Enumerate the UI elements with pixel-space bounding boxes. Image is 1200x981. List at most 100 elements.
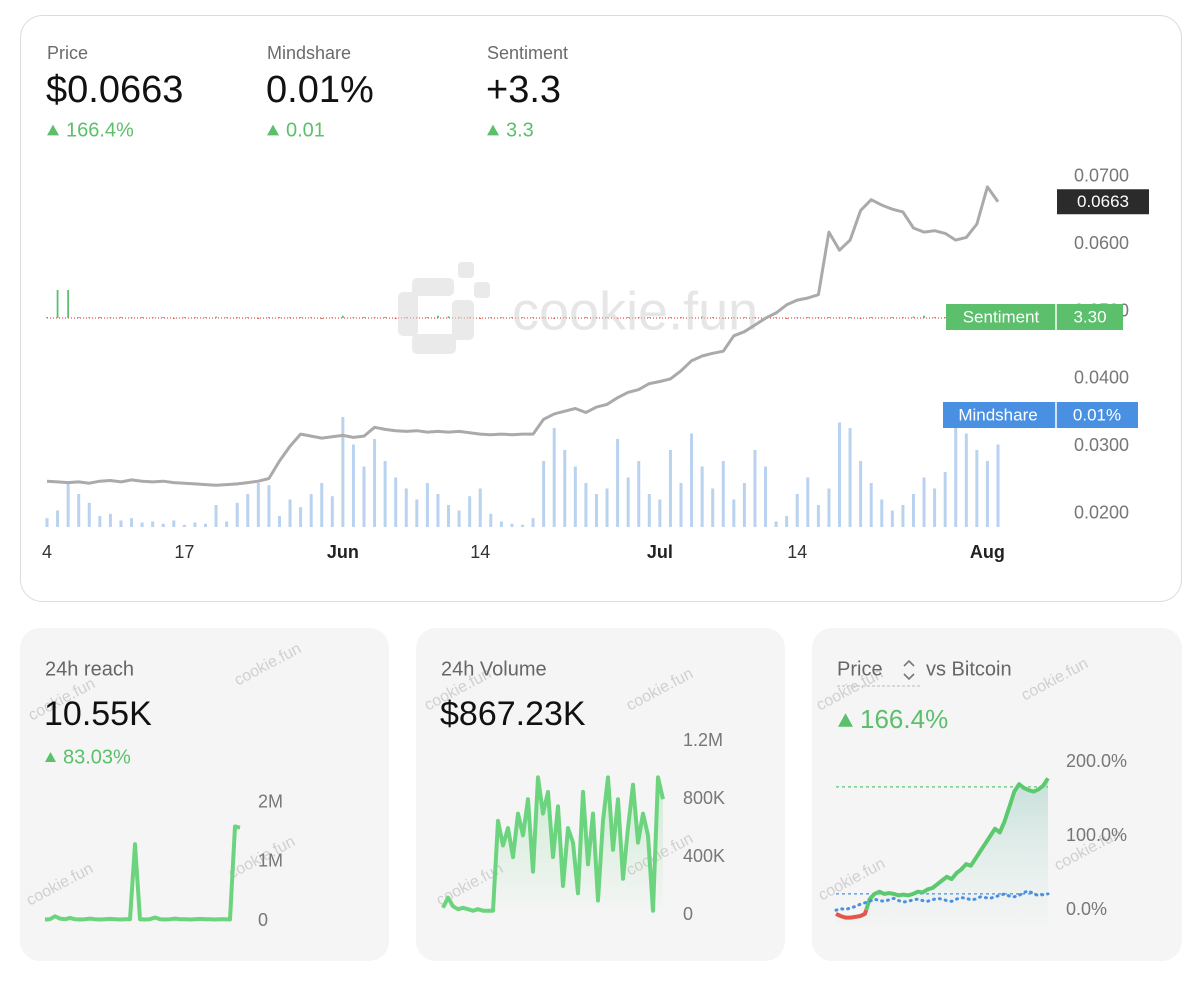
price-badge — [1057, 189, 1149, 215]
stat-value: 0.01% — [266, 69, 374, 111]
x-tick-label: Jun — [327, 542, 359, 562]
mindshare-bar — [869, 483, 873, 527]
mindshare-bar — [225, 521, 229, 527]
sentiment-bar — [722, 318, 725, 319]
sentiment-bar — [849, 317, 851, 318]
mindshare-bar — [742, 483, 746, 527]
mindshare-bar — [235, 502, 239, 527]
mindshare-bar — [383, 461, 387, 527]
x-tick-label: Jul — [647, 542, 673, 562]
card-title: 24h reach — [45, 658, 134, 680]
card-change: 166.4% — [860, 704, 948, 734]
sentiment-bar — [183, 317, 186, 318]
mindshare-bar — [373, 439, 377, 527]
sentiment-bar — [521, 317, 524, 318]
stat-label: Price — [47, 43, 88, 63]
sentiment-bar — [384, 317, 387, 318]
y-tick-label: 400K — [683, 846, 725, 866]
sentiment-bar — [595, 317, 598, 318]
sentiment-bar — [215, 316, 217, 318]
mindshare-bar — [922, 477, 926, 527]
card-change: 83.03% — [63, 746, 131, 768]
sentiment-bar — [806, 317, 809, 318]
sentiment-bar — [394, 318, 397, 319]
sentiment-bar — [606, 317, 608, 318]
mindshare-bar — [542, 461, 546, 527]
mindshare-bar — [87, 502, 91, 527]
sentiment-bar — [204, 317, 207, 318]
sentiment-bar — [363, 317, 365, 318]
card-title-suffix: vs Bitcoin — [926, 658, 1012, 680]
sentiment-bar — [690, 317, 693, 318]
mindshare-bar — [172, 520, 176, 527]
mindshare-bar — [425, 483, 429, 527]
sentiment-bar — [701, 316, 704, 318]
mindshare-bar — [309, 494, 313, 527]
mindshare-bar — [77, 494, 81, 527]
sentiment-bar — [120, 317, 122, 318]
sentiment-bar — [637, 317, 640, 318]
sentiment-badge-value: 3.30 — [1073, 307, 1106, 326]
sentiment-bar — [257, 318, 260, 319]
mindshare-bar — [880, 499, 884, 527]
stat-change: 3.3 — [506, 119, 534, 141]
mindshare-bar — [193, 522, 197, 527]
y-tick-label: 100.0% — [1066, 825, 1127, 845]
mindshare-bar — [594, 494, 598, 527]
up-arrow — [487, 124, 499, 136]
mindshare-bar — [996, 444, 1000, 527]
sentiment-bar — [542, 317, 545, 318]
sentiment-bar — [532, 317, 534, 318]
x-tick-label: Aug — [970, 542, 1005, 562]
sentiment-bar — [511, 317, 513, 318]
sentiment-bar — [585, 317, 587, 318]
sentiment-bar — [225, 317, 228, 318]
mindshare-bar — [108, 513, 112, 527]
mindshare-bar — [838, 422, 841, 527]
mindshare-bar — [330, 496, 334, 527]
sentiment-bar — [743, 317, 746, 318]
mindshare-bar — [626, 477, 630, 527]
x-tick-label: 17 — [174, 542, 194, 562]
up-arrow — [45, 752, 56, 762]
sentiment-bar — [310, 317, 313, 318]
watermark: cookie.fun — [512, 281, 758, 341]
metric-chevron — [903, 659, 915, 681]
sentiment-bar — [754, 317, 756, 318]
sentiment-bar — [151, 317, 154, 318]
stat-value: +3.3 — [486, 69, 561, 111]
mindshare-bar — [700, 466, 704, 527]
y-tick-label: 0.0700 — [1074, 166, 1129, 186]
mindshare-bar — [753, 450, 757, 527]
up-arrow — [47, 124, 59, 136]
sentiment-bar — [796, 317, 799, 318]
sentiment-bar — [447, 316, 450, 318]
sentiment-bar — [658, 317, 661, 318]
mindshare-bar — [394, 477, 398, 527]
mindshare-bar — [299, 507, 303, 527]
sentiment-bar — [352, 317, 355, 318]
sentiment-bar — [289, 317, 291, 318]
sentiment-bar — [785, 318, 788, 319]
series-line — [44, 824, 241, 922]
watermark-logo — [398, 262, 490, 354]
sentiment-bar — [331, 317, 334, 318]
y-tick-label: 0.0% — [1066, 899, 1107, 919]
sentiment-bar — [933, 317, 936, 318]
mindshare-bar — [415, 499, 419, 527]
mindshare-bar — [552, 428, 556, 527]
stat-value: $0.0663 — [46, 69, 183, 111]
mindshare-bar — [690, 433, 694, 527]
mindshare-bar — [911, 494, 915, 527]
sentiment-bar — [194, 317, 196, 318]
mindshare-bar — [806, 477, 810, 527]
sentiment-bar — [141, 317, 143, 318]
y-tick-label: 1.2M — [683, 730, 723, 750]
sentiment-bar — [341, 315, 344, 318]
mindshare-badge-value: 0.01% — [1073, 405, 1121, 424]
mindshare-bar — [964, 433, 968, 527]
sentiment-bar — [648, 317, 651, 318]
sentiment-bar — [278, 317, 281, 318]
sentiment-bar — [669, 317, 672, 318]
